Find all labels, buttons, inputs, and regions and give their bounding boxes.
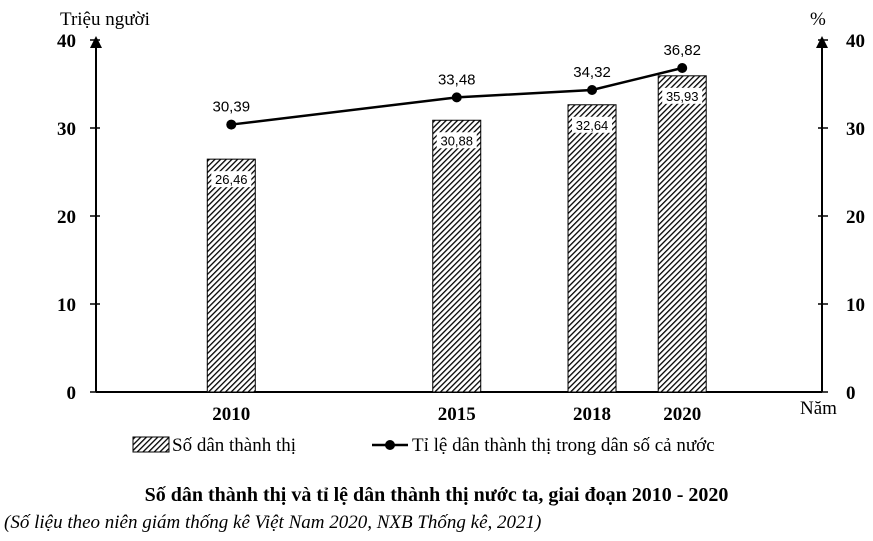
y-right-ticks: 0 10 20 30 40 bbox=[818, 31, 865, 404]
chart-title: Số dân thành thị và tỉ lệ dân thành thị … bbox=[144, 484, 729, 506]
y-left-axis-label: Triệu người bbox=[60, 9, 150, 30]
y-left-tick-label: 30 bbox=[57, 119, 76, 140]
y-right-tick-label: 10 bbox=[846, 295, 865, 316]
x-axis-unit-label: Năm bbox=[800, 398, 837, 419]
line-point bbox=[677, 62, 688, 73]
y-left-tick-label: 40 bbox=[57, 31, 76, 52]
bar-series bbox=[206, 75, 707, 393]
x-tick-label: 2020 bbox=[663, 404, 701, 425]
chart: Triệu người % Năm 0 10 20 30 40 0 10 20 30 40 26… bbox=[57, 9, 865, 456]
line-series: 30,39 33,48 34,32 36,82 bbox=[213, 42, 701, 130]
y-left-tick-label: 20 bbox=[57, 207, 76, 228]
y-right-tick-label: 0 bbox=[846, 383, 856, 404]
legend-line-label: Tỉ lệ dân thành thị trong dân số cả nước bbox=[412, 435, 715, 456]
y-right-axis-label: % bbox=[810, 9, 826, 30]
line-data-label: 34,32 bbox=[573, 64, 611, 81]
legend: Số dân thành thị Tỉ lệ dân thành thị tro… bbox=[132, 435, 715, 456]
bar bbox=[567, 104, 617, 393]
y-right-tick-label: 20 bbox=[846, 207, 865, 228]
bar-label-background bbox=[572, 116, 613, 133]
bar-label-background bbox=[662, 87, 703, 104]
line-point bbox=[226, 119, 237, 130]
y-left-axis-arrow bbox=[90, 36, 102, 48]
legend-line-marker bbox=[385, 440, 395, 450]
line-data-label: 36,82 bbox=[663, 42, 701, 59]
line-point bbox=[587, 84, 598, 95]
chart-source: (Số liệu theo niên giám thống kê Việt Na… bbox=[4, 512, 542, 533]
x-tick-label: 2018 bbox=[573, 404, 611, 425]
y-left-ticks: 0 10 20 30 40 bbox=[57, 31, 100, 404]
legend-bar-swatch bbox=[132, 436, 170, 453]
bar-data-labels: 26,46 30,88 32,64 35,93 bbox=[211, 87, 703, 188]
y-right-tick-label: 30 bbox=[846, 119, 865, 140]
y-right-axis-arrow bbox=[816, 36, 828, 48]
bar-data-label: 30,88 bbox=[440, 133, 473, 148]
y-left-tick-label: 0 bbox=[67, 383, 77, 404]
line-data-label: 30,39 bbox=[213, 99, 251, 116]
line-data-label: 33,48 bbox=[438, 71, 476, 88]
x-tick-labels: 2010 2015 2018 2020 bbox=[212, 404, 701, 425]
legend-bar-label: Số dân thành thị bbox=[172, 435, 296, 456]
bar-data-label: 32,64 bbox=[576, 118, 609, 133]
bar bbox=[432, 119, 482, 393]
bar-data-label: 26,46 bbox=[215, 172, 248, 187]
bar-data-label: 35,93 bbox=[666, 89, 699, 104]
bar-label-background bbox=[211, 171, 252, 188]
x-tick-label: 2015 bbox=[438, 404, 476, 425]
line-point bbox=[451, 92, 462, 103]
y-right-tick-label: 40 bbox=[846, 31, 865, 52]
series-line bbox=[231, 66, 683, 126]
bar-label-background bbox=[436, 132, 477, 149]
bar bbox=[206, 158, 256, 393]
x-tick-label: 2010 bbox=[212, 404, 250, 425]
bar bbox=[657, 75, 707, 393]
y-left-tick-label: 10 bbox=[57, 295, 76, 316]
